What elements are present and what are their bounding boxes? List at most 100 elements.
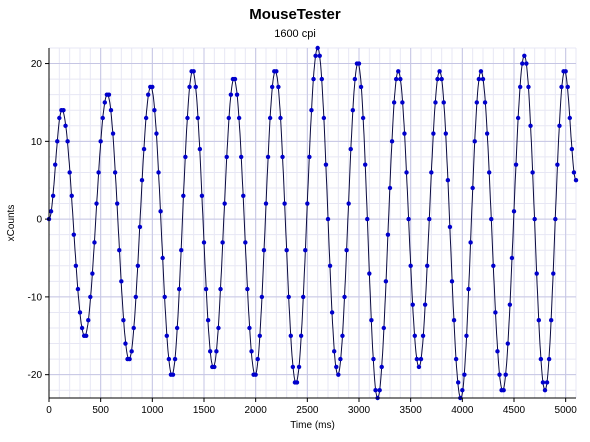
data-point [133, 294, 138, 300]
data-point [549, 318, 554, 323]
data-point [346, 201, 351, 206]
data-point [484, 131, 490, 136]
data-point [460, 388, 465, 393]
data-point [530, 170, 535, 175]
y-tick-label: -10 [28, 292, 43, 303]
data-point [456, 380, 461, 385]
data-point [121, 318, 126, 323]
data-point [381, 325, 386, 331]
data-point [565, 84, 570, 90]
data-point [67, 170, 72, 175]
data-point [164, 333, 169, 338]
data-point [48, 209, 54, 214]
data-point [55, 139, 60, 144]
data-point [555, 162, 560, 167]
data-point [73, 263, 79, 268]
data-point [338, 356, 343, 362]
data-point [559, 84, 564, 90]
data-point [528, 123, 533, 128]
x-tick-label: 4500 [503, 405, 526, 416]
data-point [150, 84, 155, 90]
data-point [495, 349, 500, 354]
data-point [470, 185, 475, 191]
axes [48, 48, 576, 399]
data-point [179, 248, 184, 253]
data-point [358, 84, 364, 90]
data-point [185, 115, 190, 121]
data-point [303, 248, 308, 253]
data-point [170, 372, 176, 377]
data-point [216, 325, 221, 331]
data-point [212, 364, 217, 370]
data-point [61, 108, 66, 113]
data-point [487, 170, 492, 175]
data-point [131, 325, 136, 331]
data-point [544, 380, 550, 385]
data-point [218, 286, 223, 292]
data-point [255, 356, 260, 362]
data-point [115, 201, 120, 206]
data-point [158, 209, 163, 214]
data-point [472, 139, 477, 144]
data-point [553, 216, 558, 222]
data-point [201, 240, 207, 245]
data-point [309, 108, 314, 113]
data-point [137, 224, 143, 230]
data-point [274, 69, 279, 74]
data-point [71, 232, 77, 237]
data-point [197, 146, 203, 152]
x-tick-label: 5000 [555, 405, 578, 416]
x-tick-label: 3500 [400, 405, 423, 416]
data-point [445, 178, 451, 183]
data-point [112, 170, 118, 175]
data-point [77, 310, 83, 315]
data-point [383, 279, 389, 284]
data-point [286, 294, 291, 300]
data-point [489, 216, 494, 222]
x-axis-label: Time (ms) [290, 420, 335, 431]
data-point [261, 248, 267, 253]
data-point [546, 356, 552, 362]
data-point [94, 201, 99, 206]
data-point [414, 356, 420, 362]
data-point [86, 318, 91, 323]
data-point [538, 356, 544, 362]
data-point [542, 388, 548, 393]
data-point [311, 76, 316, 82]
data-point [524, 61, 529, 66]
data-point [267, 115, 273, 121]
data-point [418, 356, 424, 362]
data-point [284, 248, 289, 253]
data-point [526, 84, 531, 90]
data-point [433, 100, 438, 105]
data-point [441, 100, 446, 105]
data-point [400, 100, 405, 105]
data-point [276, 84, 281, 90]
data-point [319, 76, 324, 82]
data-point [280, 154, 285, 160]
data-points [46, 45, 579, 401]
data-point [369, 318, 374, 323]
data-point [90, 271, 95, 276]
data-point [431, 131, 436, 136]
data-point [443, 131, 448, 136]
data-point [429, 170, 434, 175]
data-point [191, 69, 196, 74]
data-point [259, 294, 265, 300]
y-tick-label: -20 [28, 370, 43, 381]
data-point [243, 240, 248, 245]
x-tick-label: 500 [92, 405, 109, 416]
data-point [563, 69, 568, 74]
x-tick-label: 1000 [141, 405, 164, 416]
data-point [464, 333, 469, 338]
data-point [69, 193, 74, 198]
data-point [296, 364, 302, 370]
data-point [208, 349, 213, 354]
data-point [288, 333, 293, 338]
data-point [172, 356, 178, 362]
data-point [152, 108, 157, 113]
data-point [507, 302, 513, 307]
data-point [100, 115, 105, 121]
data-point [551, 271, 556, 276]
data-point [199, 193, 205, 198]
